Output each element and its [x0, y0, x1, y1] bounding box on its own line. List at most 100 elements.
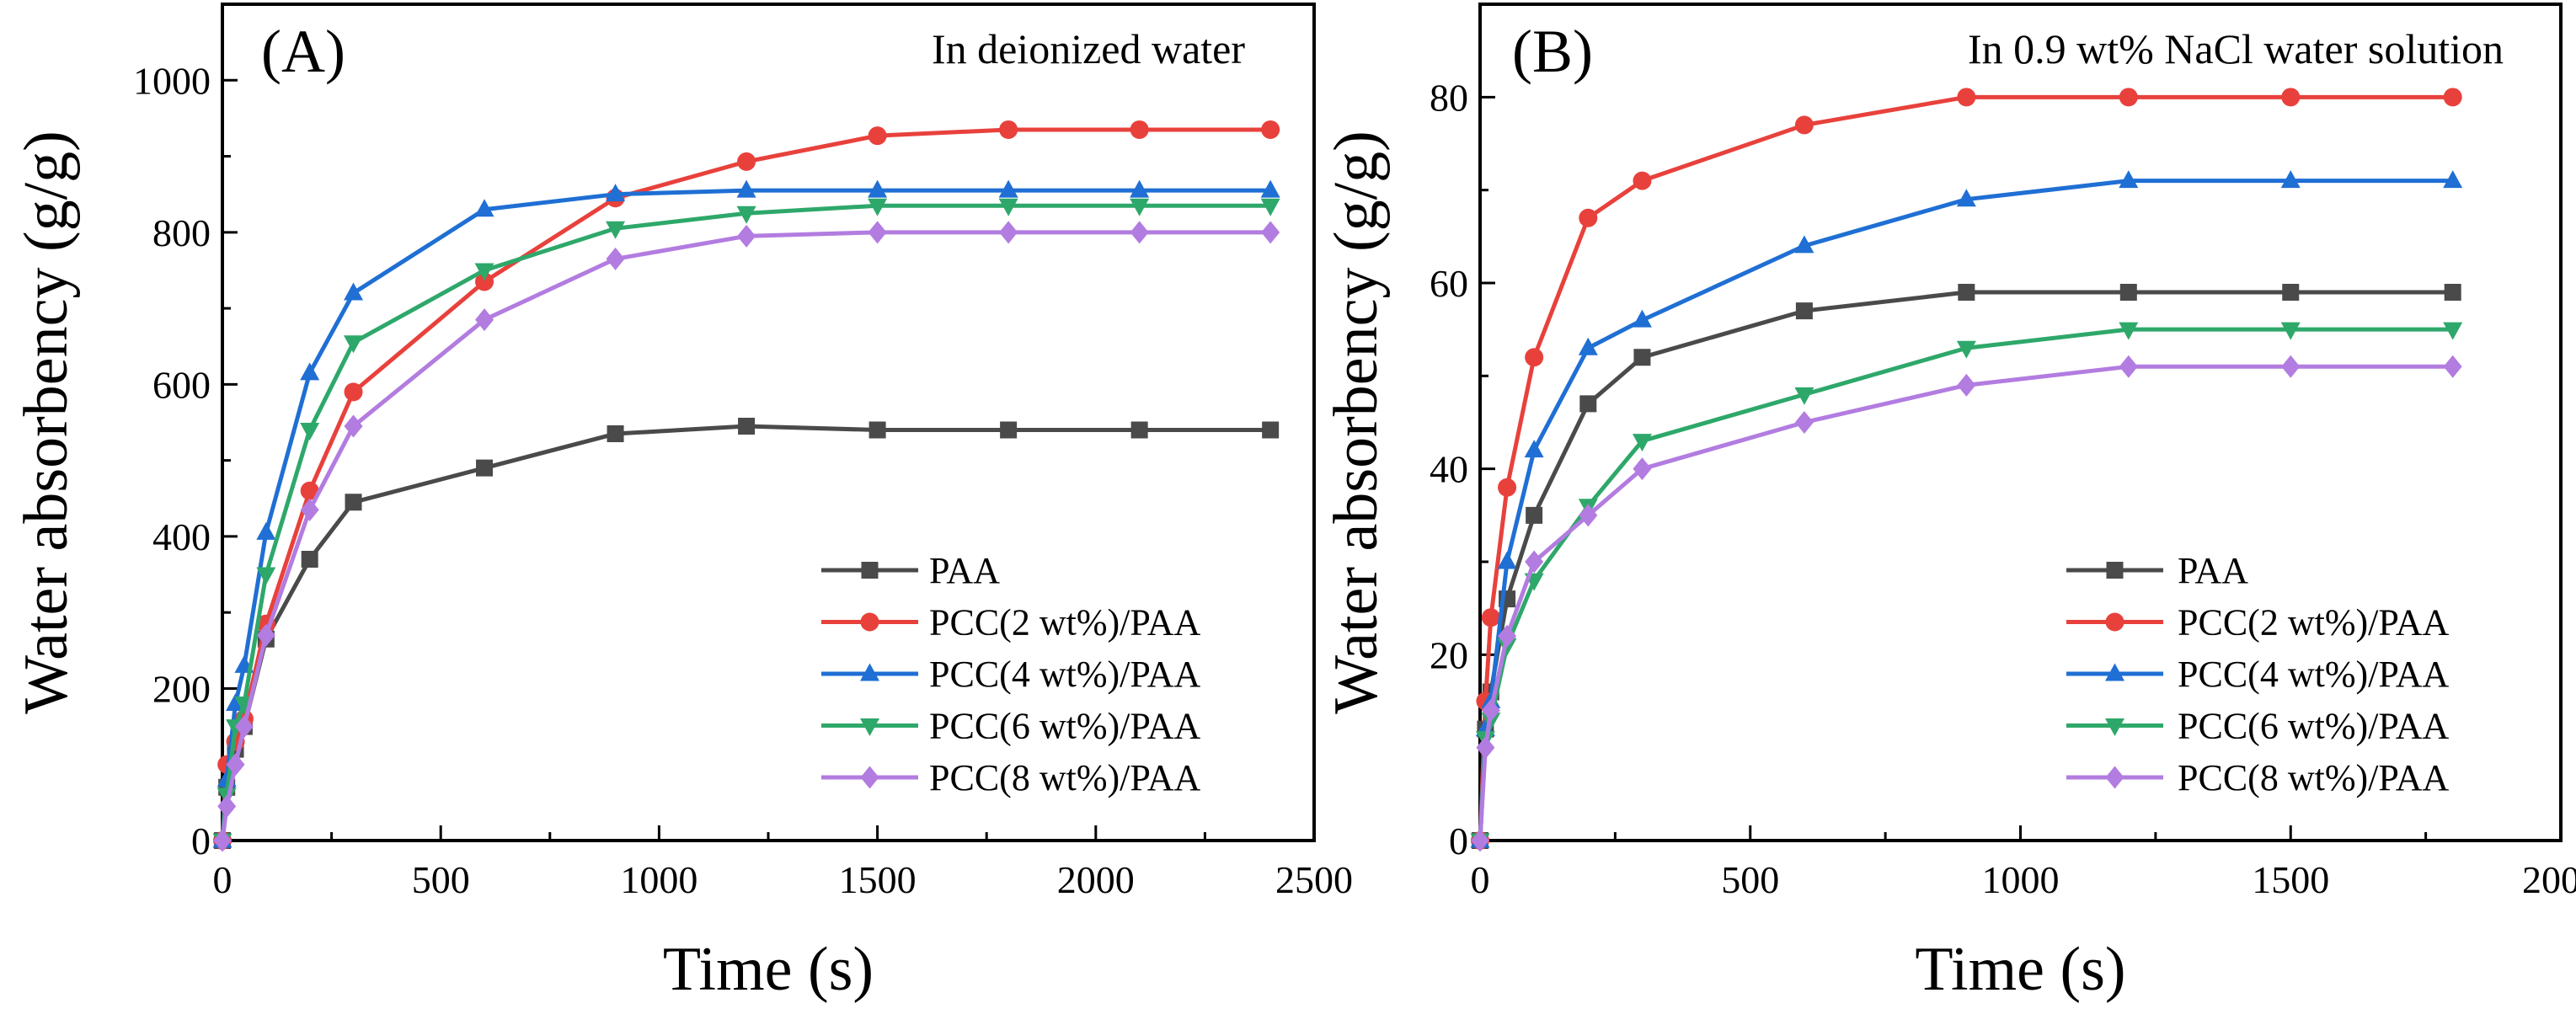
data-point	[738, 418, 756, 435]
data-point	[474, 263, 494, 281]
y-tick-label: 40	[1430, 448, 1468, 491]
data-point	[1525, 550, 1544, 574]
data-point	[300, 423, 320, 441]
data-point	[345, 494, 362, 511]
data-point	[234, 715, 254, 739]
data-point	[2280, 170, 2301, 189]
data-point	[2282, 284, 2300, 302]
data-point	[1476, 736, 1495, 760]
data-point	[300, 362, 320, 381]
y-axis-title: Water absorbency (g/g)	[12, 131, 81, 714]
legend: PAA PCC(2 wt%)/PAA PCC(4 wt%)/PAA PCC(6 wt%…	[821, 550, 1201, 798]
x-tick-label: 2000	[1057, 858, 1135, 901]
data-point	[256, 567, 276, 585]
data-point	[606, 247, 625, 270]
data-point	[300, 481, 319, 500]
data-point	[1957, 373, 1976, 397]
data-point	[344, 335, 364, 354]
data-point	[2281, 88, 2301, 107]
data-point	[1632, 309, 1652, 328]
data-point	[475, 308, 494, 332]
data-point	[213, 829, 232, 852]
condition-annotation: In 0.9 wt% NaCl water solution	[1968, 25, 2504, 72]
data-point	[1481, 699, 1500, 723]
data-point	[1632, 434, 1652, 452]
data-point	[1260, 198, 1280, 216]
data-point	[868, 421, 886, 439]
y-tick-label: 800	[152, 211, 211, 254]
data-point	[256, 623, 275, 647]
data-point	[1956, 189, 1976, 207]
x-tick-label: 1000	[1982, 858, 2060, 901]
legend-label: PCC(8 wt%)/PAA	[929, 757, 1201, 798]
data-point	[474, 199, 494, 217]
data-point	[1633, 457, 1652, 481]
data-point	[1578, 337, 1598, 355]
data-point	[2444, 284, 2461, 302]
data-point	[300, 498, 319, 521]
data-point	[607, 425, 624, 443]
x-tick-label: 0	[1471, 858, 1490, 901]
series-pcc-8-wt-paa	[213, 221, 1280, 852]
data-point	[999, 221, 1018, 244]
legend-marker	[2105, 718, 2124, 736]
data-point	[606, 184, 626, 202]
data-point	[1498, 624, 1517, 648]
data-point	[737, 224, 756, 248]
legend-item: PAA	[2066, 550, 2248, 591]
data-point	[1633, 349, 1651, 366]
legend-marker	[860, 663, 879, 681]
data-point	[1262, 421, 1280, 439]
data-point	[737, 152, 756, 171]
series-line	[220, 230, 1271, 841]
data-point	[475, 272, 494, 291]
data-point	[1794, 387, 1814, 405]
data-point	[2443, 170, 2463, 189]
data-point	[2443, 355, 2462, 378]
y-tick-label: 0	[1449, 819, 1468, 862]
y-tick-label: 200	[152, 667, 211, 710]
data-point	[1260, 179, 1280, 198]
data-point	[1579, 504, 1598, 527]
data-point	[868, 126, 887, 146]
data-point	[1633, 171, 1652, 190]
condition-annotation: In deionized water	[932, 25, 1245, 72]
data-point	[344, 414, 363, 438]
data-point	[1261, 221, 1280, 244]
data-point	[217, 794, 237, 818]
data-point	[226, 753, 245, 777]
legend-item: PCC(2 wt%)/PAA	[2066, 602, 2450, 643]
data-point	[2280, 322, 2301, 340]
data-point	[1579, 208, 1598, 227]
y-tick-label: 1000	[133, 59, 211, 102]
data-point	[998, 198, 1018, 216]
legend-item: PCC(2 wt%)/PAA	[821, 602, 1201, 643]
legend-label: PAA	[929, 550, 1000, 591]
data-point	[2119, 170, 2139, 189]
data-point	[868, 198, 888, 216]
x-axis-title: Time (s)	[1915, 935, 2125, 1004]
data-point	[1579, 395, 1597, 413]
legend-label: PCC(6 wt%)/PAA	[929, 706, 1201, 747]
data-point	[2119, 322, 2139, 340]
data-point	[1794, 235, 1814, 254]
legend-marker	[2106, 562, 2124, 579]
data-point	[1524, 440, 1544, 458]
x-tick-label: 2000	[2522, 858, 2576, 901]
data-point	[256, 521, 276, 540]
data-point	[1497, 551, 1517, 569]
x-tick-label: 500	[412, 858, 470, 901]
legend-marker	[860, 718, 879, 736]
legend-item: PCC(4 wt%)/PAA	[2066, 654, 2450, 695]
data-point	[736, 179, 756, 198]
data-point	[1525, 348, 1544, 367]
data-point	[999, 120, 1018, 139]
series-pcc-8-wt-paa	[1471, 355, 2462, 852]
data-point	[476, 459, 494, 477]
legend-label: PCC(6 wt%)/PAA	[2178, 706, 2450, 747]
legend-marker	[860, 766, 879, 789]
legend-item: PCC(8 wt%)/PAA	[2066, 757, 2450, 798]
data-point	[1130, 421, 1148, 439]
legend-marker	[2105, 663, 2124, 681]
